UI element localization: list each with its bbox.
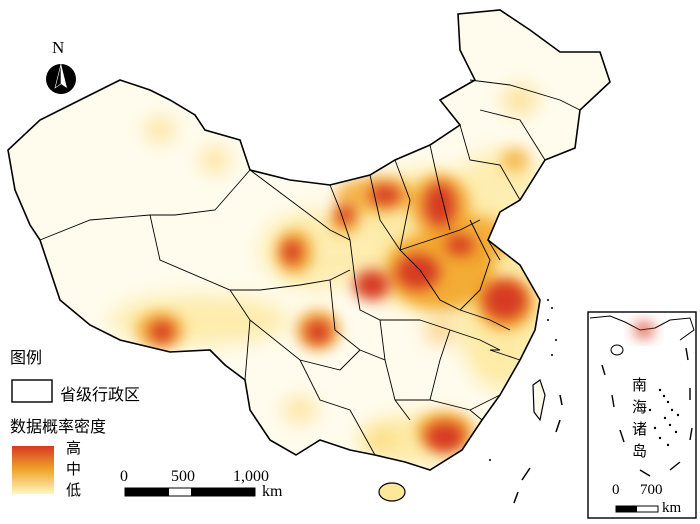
scale-tick-0: 0 (120, 468, 128, 485)
inset-scale-unit: km (662, 500, 682, 516)
legend-level-high: 高 (66, 439, 82, 457)
coast-islets (489, 299, 557, 461)
scale-tick-1000: 1,000 (233, 468, 269, 485)
scale-bar (124, 487, 256, 497)
provincial-boundaries (39, 79, 581, 456)
scale-tick-500: 500 (171, 468, 195, 485)
inset-scale-bar (615, 505, 659, 513)
north-arrow-icon (46, 63, 76, 94)
legend-title: 图例 (10, 348, 43, 367)
inset-hainan (610, 344, 624, 356)
inset-hotspot (634, 322, 654, 338)
legend-density-swatch (12, 446, 54, 494)
hainan (378, 482, 406, 502)
density-layer (110, 86, 545, 465)
inset-scale-tick-0: 0 (612, 482, 620, 498)
inset-label-3: 诸 (632, 420, 648, 438)
inset-islands (648, 388, 680, 447)
inset-label-1: 南 (632, 376, 648, 394)
north-label: N (52, 38, 65, 57)
legend-boundary-swatch (11, 379, 53, 403)
inset-label-2: 海 (632, 398, 648, 416)
nine-dash-line (513, 394, 563, 504)
inset-label-4: 岛 (632, 442, 648, 460)
legend-density-label: 数据概率密度 (10, 417, 107, 436)
legend-boundary-label: 省级行政区 (60, 385, 141, 404)
inset-dash-line (601, 347, 693, 477)
taiwan (532, 379, 546, 422)
scale-unit: km (262, 483, 283, 500)
inset-coastline (589, 315, 695, 341)
legend-level-mid: 中 (66, 460, 82, 478)
legend-level-low: 低 (66, 481, 82, 499)
inset-scale-tick-700: 700 (640, 482, 663, 498)
